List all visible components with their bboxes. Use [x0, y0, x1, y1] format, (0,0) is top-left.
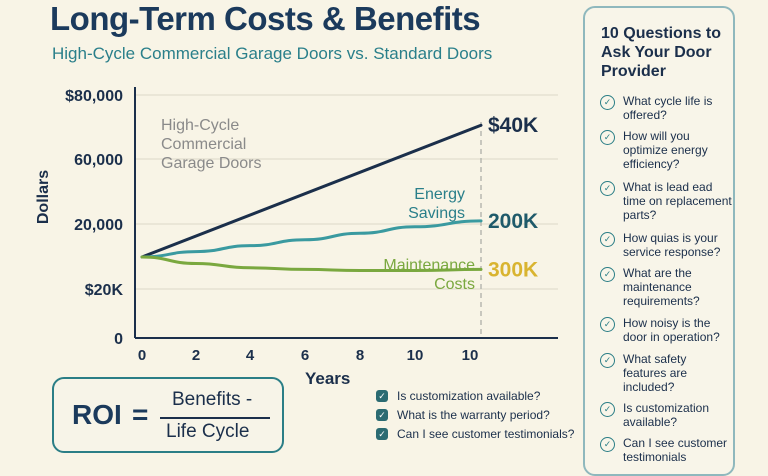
question-item: ✓ How quias is your service response? — [600, 231, 732, 259]
series-end-label: 200K — [488, 210, 538, 233]
check-circle-icon: ✓ — [600, 353, 615, 368]
series-label-energy: Energy — [414, 186, 465, 203]
question-item: ✓ What cycle life is offered? — [600, 94, 732, 122]
series-label-high-cycle: Commercial — [161, 136, 246, 153]
question-text: How will you optimize energy efficiency? — [623, 129, 708, 171]
question-text: What is lead ead time on replacement par… — [623, 180, 732, 222]
series-label-energy: Savings — [408, 205, 465, 222]
check-circle-icon: ✓ — [600, 130, 615, 145]
question-item: ✓ What safety features are included? — [600, 352, 732, 394]
question-item: ✓ What is lead ead time on replacement p… — [600, 180, 732, 222]
check-circle-icon: ✓ — [600, 95, 615, 110]
check-circle-icon: ✓ — [600, 437, 615, 452]
x-tick-label: 0 — [138, 347, 146, 364]
roi-formula-box: ROI = Benefits - Life Cycle — [52, 377, 284, 453]
check-circle-icon: ✓ — [600, 402, 615, 417]
y-tick-label: $20K — [85, 282, 124, 299]
checklist-item-text: Can I see customer testimonials? — [397, 427, 575, 441]
checkbox-checked-icon: ✓ — [376, 390, 388, 402]
y-tick-label: 20,000 — [74, 217, 123, 234]
x-tick-label: 10 — [407, 347, 424, 364]
question-text: What safety features are included? — [623, 352, 688, 394]
y-axis-label: Dollars — [35, 169, 52, 225]
x-tick-label: 10 — [462, 347, 479, 364]
question-text: How noisy is the door in operation? — [623, 316, 720, 344]
roi-equals: = — [132, 399, 149, 430]
x-tick-label: 8 — [356, 347, 364, 364]
x-axis-label: Years — [305, 369, 351, 388]
question-text: What cycle life is offered? — [623, 94, 713, 122]
check-circle-icon: ✓ — [600, 232, 615, 247]
y-tick-label: 0 — [114, 331, 123, 348]
series-label-maintenance: Maintenance — [383, 257, 475, 274]
bottom-checklist: ✓ Is customization available? ✓ What is … — [376, 389, 576, 446]
question-text: Is customization available? — [623, 401, 710, 429]
check-circle-icon: ✓ — [600, 317, 615, 332]
series-end-label: $40K — [488, 114, 538, 137]
checkbox-checked-icon: ✓ — [376, 428, 388, 440]
check-circle-icon: ✓ — [600, 267, 615, 282]
checklist-item: ✓ What is the warranty period? — [376, 408, 576, 422]
series-line — [140, 255, 483, 272]
roi-numerator: Benefits - — [172, 389, 253, 410]
page-subtitle: High-Cycle Commercial Garage Doors vs. S… — [52, 44, 493, 63]
roi-label: ROI — [72, 399, 122, 430]
question-item: ✓ How noisy is the door in operation? — [600, 316, 732, 344]
question-text: Can I see customer testimonials — [623, 436, 728, 464]
check-circle-icon: ✓ — [600, 181, 615, 196]
checklist-item-text: What is the warranty period? — [397, 408, 550, 422]
question-item: ✓ Is customization available? — [600, 401, 732, 429]
page-title: Long-Term Costs & Benefits — [50, 0, 481, 37]
checkbox-checked-icon: ✓ — [376, 409, 388, 421]
series-label-high-cycle: Garage Doors — [161, 155, 262, 172]
x-tick-label: 6 — [301, 347, 309, 364]
fraction-bar — [160, 417, 270, 419]
checklist-item-text: Is customization available? — [397, 389, 541, 403]
series-label-maintenance: Costs — [434, 276, 475, 293]
question-text: How quias is your service response? — [623, 231, 721, 259]
series-end-label: 300K — [488, 258, 538, 281]
checklist-item: ✓ Can I see customer testimonials? — [376, 427, 576, 441]
y-tick-label: $80,000 — [65, 88, 123, 105]
panel-title: 10 Questions to Ask Your Door Provider — [601, 25, 722, 80]
line-chart: $80,000 60,000 20,000 $20K 00 2 4 6 8 10 10 $40K 200… — [65, 87, 558, 364]
question-item: ✓ What are the maintenance requirements? — [600, 266, 732, 308]
x-tick-label: 2 — [192, 347, 200, 364]
x-tick-label: 4 — [246, 347, 255, 364]
series-label-high-cycle: High-Cycle — [161, 117, 239, 134]
question-item: ✓ Can I see customer testimonials — [600, 436, 732, 464]
series-line — [140, 123, 483, 259]
roi-denominator: Life Cycle — [166, 421, 250, 442]
questions-panel: 10 Questions to Ask Your Door Provider ✓… — [583, 6, 735, 476]
series-line — [140, 219, 483, 259]
question-item: ✓ How will you optimize energy efficienc… — [600, 129, 732, 171]
y-tick-label: 60,000 — [74, 152, 123, 169]
question-text: What are the maintenance requirements? — [623, 266, 700, 308]
checklist-item: ✓ Is customization available? — [376, 389, 576, 403]
